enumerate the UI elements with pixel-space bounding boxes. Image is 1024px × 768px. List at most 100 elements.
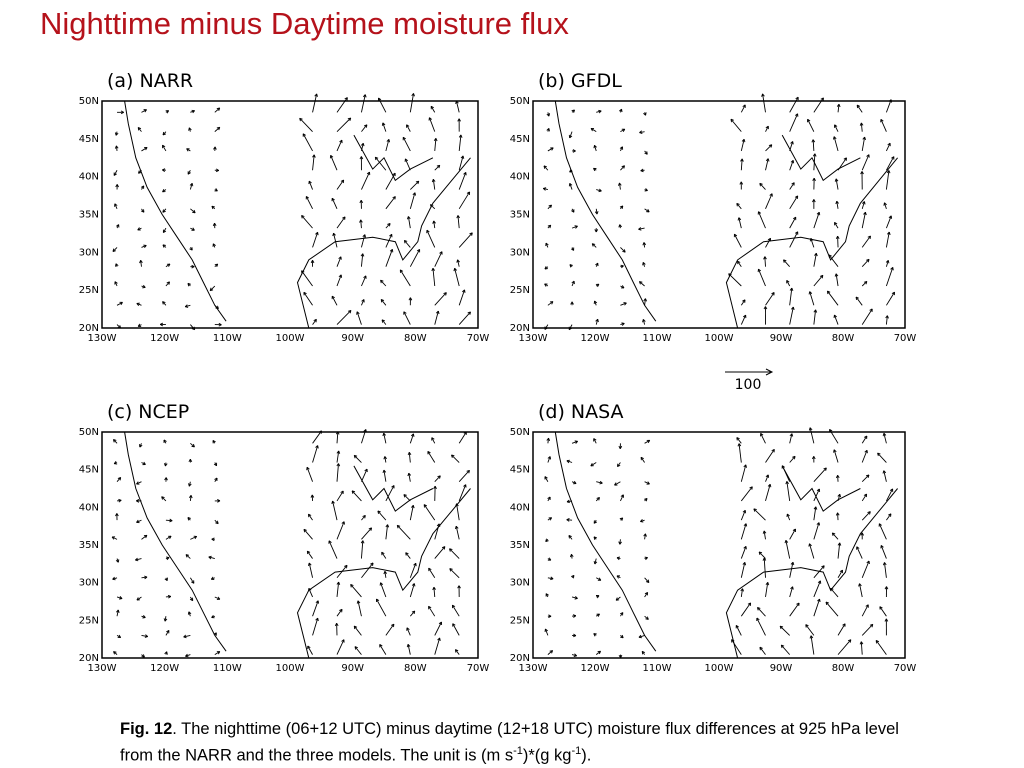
- arrow-head: [330, 154, 334, 158]
- lon-label: 80W: [404, 663, 427, 674]
- arrow-shaft: [544, 324, 549, 330]
- flux-arrow: [423, 504, 436, 521]
- flux-arrow: [813, 506, 818, 521]
- flux-arrow: [595, 262, 599, 267]
- arrow-head: [163, 618, 166, 622]
- flux-arrow: [596, 188, 602, 193]
- arrow-head: [443, 546, 446, 550]
- arrow-shaft: [571, 440, 578, 444]
- flux-arrow: [409, 433, 415, 444]
- arrow-shaft: [378, 97, 387, 113]
- caption-text: )*(g kg: [522, 746, 572, 765]
- arrow-shaft: [330, 155, 338, 171]
- arrow-head: [828, 254, 832, 257]
- arrow-shaft: [432, 179, 436, 190]
- flux-arrow: [618, 224, 622, 229]
- arrow-head: [551, 147, 554, 151]
- flux-arrow: [591, 243, 597, 248]
- flux-arrow: [141, 615, 146, 619]
- arrow-head: [549, 517, 553, 521]
- arrow-head: [333, 232, 336, 236]
- flux-arrow: [861, 258, 870, 268]
- flux-arrow: [547, 224, 552, 229]
- lat-label: 50N: [79, 96, 99, 107]
- arrow-shaft: [409, 563, 417, 578]
- flux-arrow: [545, 593, 549, 598]
- flux-arrow: [547, 456, 552, 463]
- arrow-head: [191, 581, 195, 584]
- arrow-head: [642, 319, 646, 322]
- arrow-head: [317, 445, 319, 449]
- flux-arrow: [187, 611, 192, 617]
- arrow-head: [594, 300, 598, 304]
- flux-arrow: [833, 314, 839, 325]
- flux-arrow: [336, 274, 343, 287]
- arrow-head: [413, 433, 415, 437]
- flux-arrow: [789, 216, 797, 229]
- arrow-shaft: [380, 279, 387, 287]
- arrow-shaft: [336, 139, 343, 152]
- flux-arrow: [429, 204, 436, 210]
- flux-arrow: [757, 607, 766, 617]
- flux-arrow: [451, 454, 460, 463]
- arrow-head: [162, 188, 165, 193]
- flux-arrow: [113, 461, 118, 465]
- arrow-shaft: [885, 142, 891, 152]
- arrow-head: [810, 635, 814, 639]
- arrow-head: [306, 196, 310, 199]
- flux-arrow: [572, 614, 577, 618]
- arrow-head: [217, 651, 221, 655]
- flux-arrow: [615, 596, 621, 601]
- arrow-head: [381, 299, 385, 301]
- arrow-head: [640, 456, 644, 460]
- arrow-head: [360, 156, 364, 160]
- arrow-head: [568, 535, 572, 538]
- flux-arrow: [385, 623, 395, 636]
- arrow-head: [140, 210, 145, 213]
- arrow-shaft: [590, 128, 597, 133]
- flux-arrow: [572, 149, 576, 153]
- arrow-shaft: [433, 220, 436, 229]
- arrow-shaft: [809, 427, 815, 444]
- arrow-head: [449, 548, 453, 550]
- lon-label: 100W: [705, 663, 734, 674]
- lon-label: 70W: [467, 333, 490, 344]
- arrow-head: [317, 232, 319, 236]
- flux-arrow: [428, 567, 436, 579]
- flux-arrow: [360, 253, 365, 267]
- flux-arrow: [731, 639, 742, 655]
- flux-arrow: [190, 109, 195, 114]
- arrow-shaft: [885, 267, 894, 287]
- flux-arrow: [138, 169, 142, 174]
- flux-arrow: [544, 283, 549, 287]
- arrow-shaft: [734, 233, 742, 248]
- arrow-shaft: [332, 500, 338, 521]
- flux-arrow: [571, 596, 578, 600]
- arrow-shaft: [428, 567, 436, 579]
- arrow-shaft: [458, 289, 465, 306]
- flux-arrow: [214, 107, 221, 113]
- arrow-head: [362, 143, 365, 147]
- arrow-head: [215, 170, 219, 173]
- arrow-shaft: [402, 137, 411, 152]
- arrow-head: [860, 122, 864, 126]
- flux-arrow: [455, 100, 460, 113]
- arrow-head: [301, 270, 305, 273]
- flux-arrow: [740, 588, 745, 598]
- arrow-head: [837, 475, 840, 479]
- arrow-shaft: [452, 623, 460, 636]
- arrow-shaft: [860, 641, 863, 655]
- arrow-shaft: [360, 540, 364, 559]
- arrow-head: [575, 440, 578, 444]
- arrow-shaft: [836, 201, 839, 209]
- flux-arrow: [566, 518, 573, 522]
- arrow-head: [839, 542, 842, 546]
- arrow-shaft: [452, 604, 460, 617]
- arrow-head: [144, 245, 147, 249]
- arrow-head: [574, 597, 578, 600]
- caption-text: . The nighttime (06+12 UTC) minus daytim…: [120, 720, 899, 765]
- arrow-head: [780, 625, 784, 628]
- arrow-shaft: [740, 546, 747, 559]
- arrow-head: [550, 578, 554, 581]
- arrow-shaft: [135, 558, 142, 561]
